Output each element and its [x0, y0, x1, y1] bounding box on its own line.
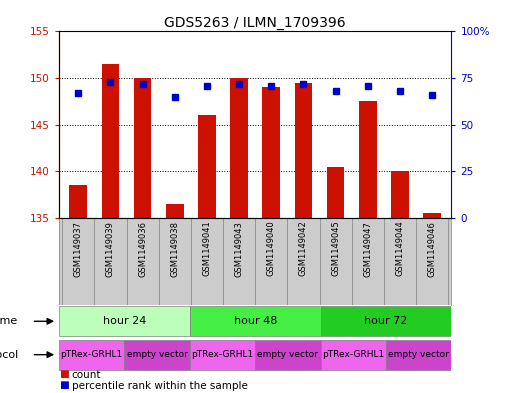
Text: hour 24: hour 24: [103, 316, 146, 326]
Bar: [69, 185, 87, 218]
Bar: [423, 213, 441, 218]
Text: GSM1149036: GSM1149036: [138, 221, 147, 277]
Text: pTRex-GRHL1: pTRex-GRHL1: [191, 350, 253, 359]
Text: hour 48: hour 48: [233, 316, 277, 326]
Text: GSM1149043: GSM1149043: [234, 221, 244, 277]
Bar: [294, 83, 312, 218]
Bar: [386, 340, 451, 370]
Bar: [124, 340, 190, 370]
Bar: [321, 306, 451, 336]
Text: ■: ■: [59, 380, 69, 390]
Text: empty vector: empty vector: [388, 350, 449, 359]
Text: GSM1149038: GSM1149038: [170, 221, 180, 277]
Bar: [59, 306, 190, 336]
Text: GSM1149041: GSM1149041: [203, 221, 211, 276]
Text: GSM1149045: GSM1149045: [331, 221, 340, 276]
Text: empty vector: empty vector: [127, 350, 188, 359]
Bar: [263, 87, 280, 218]
Bar: [359, 101, 377, 218]
Text: percentile rank within the sample: percentile rank within the sample: [72, 381, 248, 391]
Text: GSM1149046: GSM1149046: [428, 221, 437, 277]
Text: pTRex-GRHL1: pTRex-GRHL1: [322, 350, 384, 359]
Title: GDS5263 / ILMN_1709396: GDS5263 / ILMN_1709396: [164, 17, 346, 30]
Bar: [59, 340, 124, 370]
Text: GSM1149039: GSM1149039: [106, 221, 115, 277]
Bar: [190, 340, 255, 370]
Bar: [327, 167, 345, 218]
Text: protocol: protocol: [0, 350, 18, 360]
Text: pTRex-GRHL1: pTRex-GRHL1: [61, 350, 123, 359]
Bar: [391, 171, 409, 218]
Text: GSM1149047: GSM1149047: [363, 221, 372, 277]
Text: GSM1149037: GSM1149037: [74, 221, 83, 277]
Bar: [190, 306, 321, 336]
Bar: [321, 340, 386, 370]
Bar: [198, 116, 216, 218]
Text: ■: ■: [59, 369, 69, 379]
Text: GSM1149044: GSM1149044: [396, 221, 404, 276]
Text: GSM1149042: GSM1149042: [299, 221, 308, 276]
Text: GSM1149040: GSM1149040: [267, 221, 276, 276]
Text: hour 72: hour 72: [364, 316, 408, 326]
Text: time: time: [0, 316, 18, 326]
Bar: [166, 204, 184, 218]
Bar: [134, 78, 151, 218]
Bar: [102, 64, 120, 218]
Bar: [230, 78, 248, 218]
Bar: [255, 340, 321, 370]
Text: empty vector: empty vector: [258, 350, 319, 359]
Text: count: count: [72, 370, 102, 380]
